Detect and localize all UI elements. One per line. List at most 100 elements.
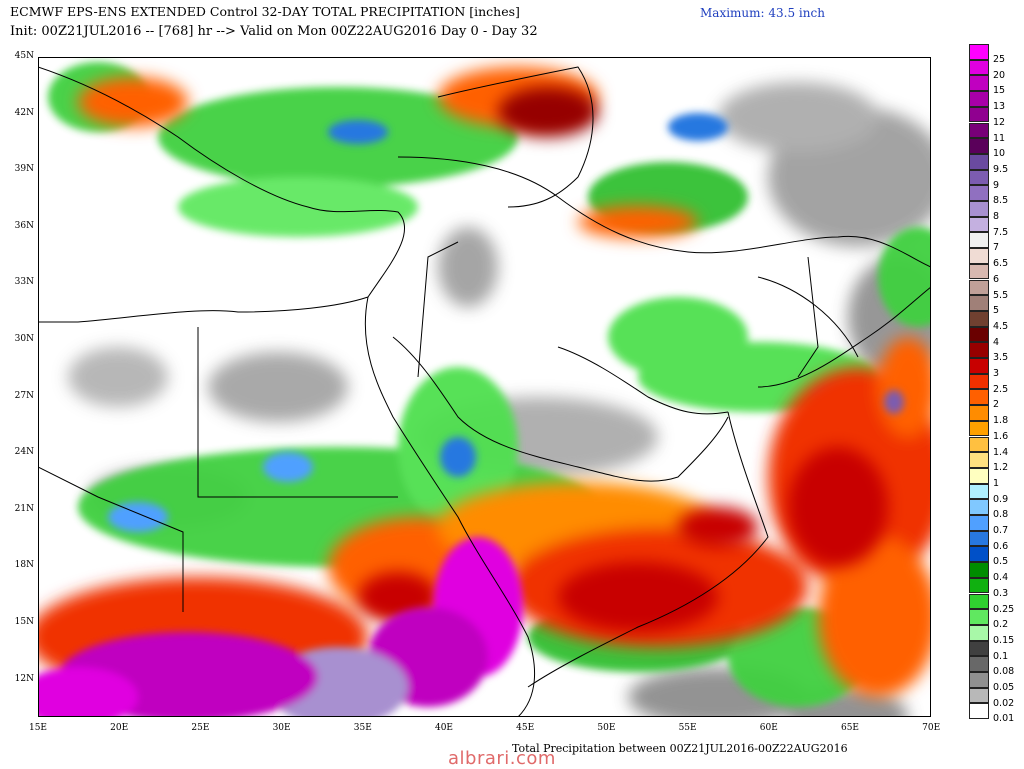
legend-label: 0.2 [993,619,1009,631]
legend-swatch [969,609,989,625]
footer-caption: Total Precipitation between 00Z21JUL2016… [512,742,848,755]
legend-label: 9 [993,179,1000,191]
legend-label: 6.5 [993,258,1009,270]
coastlines-borders [38,66,931,717]
legend-label: 0.05 [993,682,1015,693]
legend-swatch [969,248,989,264]
latitude-label: 36N [14,220,34,231]
legend-swatch [969,499,989,515]
legend-label: 7.5 [993,226,1009,238]
legend-swatch [969,672,989,688]
longitude-label: 20E [110,723,129,733]
legend-label: 0.6 [993,540,1009,552]
legend-label: 9.5 [993,163,1009,175]
legend-label: 1.4 [993,446,1009,458]
longitude-label: 15E [28,723,48,733]
legend-swatch [969,467,989,484]
legend-label: 1.2 [993,462,1009,474]
legend-swatch [969,310,989,327]
legend-swatch [969,279,989,296]
chart-subtitle: Init: 00Z21JUL2016 -- [768] hr --> Valid… [10,24,538,39]
legend-label: 0.15 [993,634,1015,646]
legend-swatch [969,515,989,531]
legend-label: 20 [993,69,1006,81]
legend-swatch [969,389,989,406]
longitude-label: 40E [434,723,454,733]
legend-label: 15 [993,85,1006,97]
legend-swatch [969,232,989,249]
legend-swatch [969,326,989,343]
latitude-label: 42N [14,107,34,118]
longitude-label: 65E [840,723,860,733]
legend-swatch [969,577,989,594]
maximum-label: Maximum: 43.5 inch [700,6,825,20]
very-heavy-precip-darkred [358,87,888,632]
longitude-label: 60E [759,723,778,733]
latitude-label: 39N [14,164,34,175]
latitude-label: 30N [14,334,34,344]
legend-label: 4 [993,336,1000,348]
legend-swatch [969,640,989,657]
legend-label: 0.7 [993,525,1009,536]
legend-label: 8 [993,211,1000,222]
latitude-label: 45N [14,51,34,61]
legend-swatch [969,546,989,563]
legend-label: 8.5 [993,195,1009,207]
legend-swatch [969,593,989,610]
legend-swatch [969,75,989,92]
legend-label: 2.5 [993,383,1009,395]
longitude-label: 35E [353,723,372,733]
legend-label: 0.9 [993,493,1009,505]
legend-label: 13 [993,101,1006,113]
legend-label: 4.5 [993,320,1009,332]
map-frame [38,57,931,717]
legend-swatch [969,153,989,170]
legend-label: 0.1 [993,650,1009,662]
legend-label: 0.3 [993,587,1009,599]
legend-swatch [969,703,989,720]
watermark-text: albrari.com [448,748,556,769]
legend-label: 3 [993,368,1000,379]
legend-label: 0.08 [993,666,1015,678]
legend-swatch [969,452,989,468]
legend-label: 0.4 [993,572,1009,584]
longitude-label: 50E [597,723,616,733]
legend-label: 5 [993,305,1000,317]
longitude-label: 55E [678,723,697,733]
legend-label: 0.8 [993,509,1009,521]
legend-swatch [969,44,989,60]
longitude-label: 70E [922,723,941,733]
legend-swatch [969,483,989,500]
legend-swatch [969,185,989,201]
legend-label: 7 [993,242,1000,254]
legend-swatch [969,201,989,217]
latitude-label: 27N [14,390,34,401]
legend-swatch [969,106,989,123]
legend-swatch [969,562,989,578]
legend-label: 0.01 [993,713,1015,725]
legend-swatch [969,420,989,437]
legend-swatch [969,624,989,641]
legend-swatch [969,342,989,358]
longitude-label: 30E [272,723,291,733]
legend-label: 0.02 [993,697,1015,709]
legend-label: 5.5 [993,289,1009,301]
legend-swatch [969,373,989,390]
legend-swatch [969,358,989,374]
legend-label: 1.6 [993,430,1009,442]
legend-swatch [969,436,989,453]
legend-swatch [969,122,989,139]
chart-title: ECMWF EPS-ENS EXTENDED Control 32-DAY TO… [10,4,520,19]
latitude-label: 33N [14,277,34,288]
legend-label: 2 [993,399,1000,411]
latitude-label: 21N [14,503,34,514]
legend-label: 0.5 [993,556,1009,568]
legend-swatch [969,169,989,186]
legend-label: 11 [993,132,1006,144]
extreme-precip-magenta [38,390,904,717]
legend-label: 1 [993,477,1000,489]
legend-swatch [969,656,989,672]
legend-label: 0.25 [993,603,1015,615]
longitude-label: 45E [516,723,535,733]
legend-label: 25 [993,54,1006,65]
